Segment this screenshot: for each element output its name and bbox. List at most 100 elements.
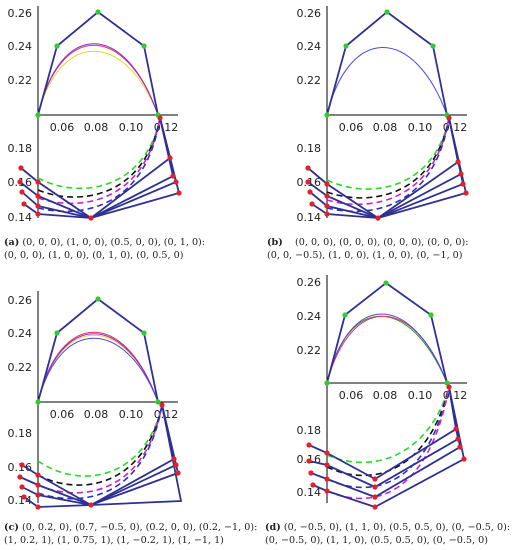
top-curve-purple (37, 333, 159, 403)
panel-d: 0.26 0.24 0.22 0.18 0.16 0.14 0.06 0.08 … (259, 275, 518, 550)
caption-d-line1: (d) (0, −0.5, 0), (1, 1, 0), (0.5, 0.5, … (265, 522, 511, 533)
top-control-polygon (326, 10, 448, 116)
x-tick-010: 0.10 (119, 408, 144, 421)
x-tick-010: 0.10 (408, 121, 433, 134)
x-axis: 0.06 0.08 0.10 0.12 (327, 114, 467, 134)
bottom-control-points (306, 384, 467, 510)
y-tick-018: 0.18 (297, 424, 322, 437)
caption-d: (d) (0, −0.5, 0), (1, 1, 0), (0.5, 0.5, … (265, 521, 510, 547)
top-control-points (35, 9, 161, 118)
x-tick-006: 0.06 (50, 121, 75, 134)
x-tick-012: 0.12 (443, 389, 468, 402)
top-curve-blue (326, 313, 448, 384)
caption-a: (a) (0, 0, 0), (1, 0, 0), (0.5, 0, 0), (… (4, 236, 205, 262)
y-tick-026: 0.26 (297, 276, 322, 289)
y-tick-018: 0.18 (297, 142, 322, 155)
x-axis: 0.06 0.08 0.10 0.12 (38, 114, 179, 134)
y-tick-024: 0.24 (297, 310, 322, 323)
x-tick-006: 0.06 (50, 408, 75, 421)
y-axis: 0.26 0.24 0.22 0.18 0.16 0.14 (297, 6, 328, 224)
y-tick-022: 0.22 (297, 74, 322, 87)
y-tick-022: 0.22 (8, 74, 33, 87)
figure-d: 0.26 0.24 0.22 0.18 0.16 0.14 0.06 0.08 … (297, 275, 468, 510)
y-tick-022: 0.22 (297, 344, 322, 357)
y-tick-026: 0.26 (297, 7, 322, 20)
caption-b-label: (b) (267, 237, 283, 248)
x-tick-008: 0.08 (373, 121, 398, 134)
dash-blue (326, 117, 450, 213)
dash-green (37, 117, 161, 190)
caption-a-label: (a) (4, 237, 20, 248)
x-tick-006: 0.06 (339, 389, 364, 402)
dash-magenta (37, 404, 163, 494)
x-axis: 0.06 0.08 0.10 0.12 (327, 382, 468, 402)
figure-c: 0.26 0.24 0.22 0.18 0.16 0.14 0.06 0.08 … (8, 291, 183, 510)
y-tick-026: 0.26 (8, 7, 33, 20)
top-control-polygon (37, 297, 159, 403)
top-control-points (324, 280, 450, 386)
x-tick-006: 0.06 (339, 121, 364, 134)
top-control-points (324, 9, 450, 118)
top-control-polygon (326, 281, 448, 384)
y-axis: 0.26 0.24 0.22 0.18 0.16 0.14 (8, 6, 39, 224)
y-tick-024: 0.24 (8, 327, 33, 340)
caption-d-line2: (0, −0.5, 0), (1, 1, 0), (0.5, 0.5, 0), … (265, 535, 488, 546)
x-tick-008: 0.08 (373, 389, 398, 402)
dash-magenta (326, 117, 450, 206)
caption-b-line2: (0, 0, −0.5), (1, 0, 0), (1, 0, 0), (0, … (267, 250, 463, 261)
panel-a: 0.26 0.24 0.22 0.18 0.16 0.14 0.06 0.08 … (0, 0, 259, 275)
dash-blue (326, 386, 450, 489)
dash-black (37, 404, 163, 486)
y-tick-018: 0.18 (8, 142, 33, 155)
y-tick-024: 0.24 (8, 40, 33, 53)
bottom-control-points (305, 115, 469, 221)
top-control-polygon (37, 10, 159, 116)
y-tick-024: 0.24 (297, 40, 322, 53)
caption-c-line2: (1, 0.2, 1), (1, 0.75, 1), (1, −0.2, 1),… (4, 535, 224, 546)
dash-black (326, 386, 450, 477)
caption-c-label: (c) (4, 522, 19, 533)
y-axis: 0.26 0.24 0.22 0.18 0.16 0.14 (297, 275, 328, 503)
y-tick-026: 0.26 (8, 294, 33, 307)
top-control-points (35, 296, 161, 405)
x-tick-010: 0.10 (408, 389, 433, 402)
bottom-control-polygons (308, 386, 466, 508)
dash-magenta (37, 117, 161, 205)
caption-a-line1: (a) (0, 0, 0), (1, 0, 0), (0.5, 0, 0), (… (4, 237, 206, 248)
caption-b: (b) (0, 0, 0), (0, 0, 0), (0, 0, 0), (0,… (267, 236, 469, 262)
y-tick-022: 0.22 (8, 361, 33, 374)
dash-blue (37, 117, 161, 213)
figure-b: 0.26 0.24 0.22 0.18 0.16 0.14 0.06 0.08 … (297, 6, 469, 224)
y-tick-016: 0.16 (8, 461, 33, 474)
dash-blue (37, 404, 163, 500)
top-curve-blue (37, 337, 159, 403)
y-tick-014: 0.14 (297, 211, 322, 224)
dash-green (326, 117, 450, 190)
caption-a-line2: (0, 0, 0), (1, 0, 0), (0, 1, 0), (0, 0.5… (4, 250, 184, 261)
dash-magenta (326, 386, 450, 500)
x-tick-010: 0.10 (119, 121, 144, 134)
panel-b: 0.26 0.24 0.22 0.18 0.16 0.14 0.06 0.08 … (259, 0, 518, 275)
top-curve-yellow (37, 334, 159, 403)
dash-green (326, 386, 450, 464)
figure-a: 0.26 0.24 0.22 0.18 0.16 0.14 0.06 0.08 … (8, 6, 182, 224)
dash-black (37, 117, 161, 198)
dash-black (326, 117, 450, 199)
caption-b-line1: (b) (0, 0, 0), (0, 0, 0), (0, 0, 0), (0,… (267, 237, 469, 248)
x-tick-012: 0.12 (154, 121, 179, 134)
top-curve-purple (37, 43, 159, 116)
caption-d-label: (d) (265, 522, 281, 533)
y-axis: 0.26 0.24 0.22 0.18 0.16 0.14 (8, 291, 39, 507)
top-curve-blue (326, 47, 448, 116)
y-tick-018: 0.18 (8, 427, 33, 440)
caption-c-line1: (c) (0, 0.2, 0), (0.7, −0.5, 0), (0.2, 0… (4, 522, 258, 533)
y-tick-014: 0.14 (297, 486, 322, 499)
bottom-control-points (17, 402, 181, 510)
dash-green (37, 404, 163, 477)
caption-c: (c) (0, 0.2, 0), (0.7, −0.5, 0), (0.2, 0… (4, 521, 257, 547)
x-tick-008: 0.08 (84, 408, 109, 421)
y-tick-014: 0.14 (8, 211, 33, 224)
bottom-control-points (17, 115, 182, 221)
panel-c: 0.26 0.24 0.22 0.18 0.16 0.14 0.06 0.08 … (0, 275, 259, 550)
top-curve-green (326, 315, 448, 384)
